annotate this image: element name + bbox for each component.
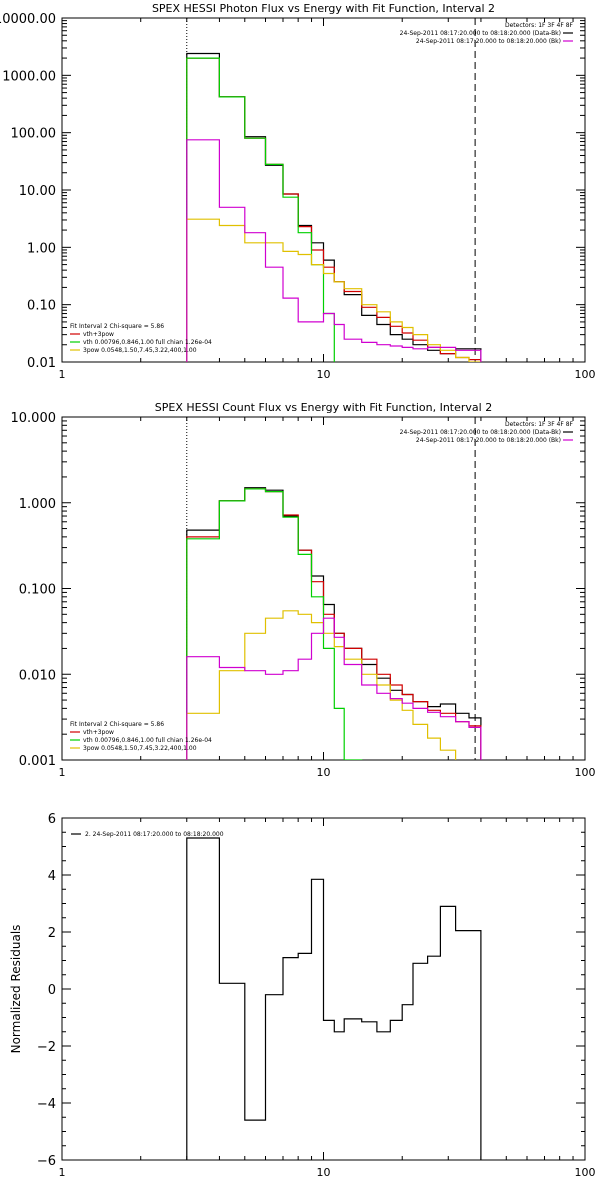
fit-legend-entry: 3pow 0.0548,1.50,7.45,3.22,400,1.00 — [83, 347, 197, 354]
series-line — [186, 218, 481, 362]
fit-legend-header: Fit Interval 2 Chi-square = 5.86 — [70, 721, 164, 728]
x-tick-label: 10 — [317, 368, 331, 381]
x-tick-label: 1 — [59, 368, 66, 381]
series-line — [186, 139, 482, 362]
y-tick-label: 0.100 — [19, 583, 56, 598]
series-group — [186, 487, 482, 760]
fit-legend-entry: vth+3pow — [83, 729, 114, 736]
y-tick-label: 1000.00 — [2, 69, 56, 84]
x-tick-label: 100 — [575, 1166, 596, 1179]
y-tick-label: 100.00 — [11, 127, 57, 142]
y-tick-label: 2 — [48, 926, 56, 941]
legend-entry: 24-Sep-2011 08:17:20.000 to 08:18:20.000… — [416, 437, 561, 444]
y-tick-label: 0.001 — [19, 754, 56, 769]
y-tick-label: 0.01 — [27, 356, 56, 371]
x-tick-label: 100 — [575, 766, 596, 779]
chart-panel-1: SPEX HESSI Photon Flux vs Energy with Fi… — [0, 2, 596, 381]
series-group — [186, 837, 482, 1160]
y-tick-label: 10.000 — [11, 411, 57, 426]
fit-legend-entry: vth 0.00796,0.846,1.00 full chian 1.26e-… — [83, 339, 212, 346]
y-tick-label: −6 — [37, 1154, 56, 1169]
y-tick-label: 1.000 — [19, 497, 56, 512]
series-line — [186, 837, 482, 1160]
x-tick-label: 10 — [317, 1166, 331, 1179]
y-tick-label: −2 — [37, 1040, 56, 1055]
y-axis-label: Normalized Residuals — [9, 925, 23, 1054]
x-tick-label: 1 — [59, 1166, 66, 1179]
series-group — [186, 52, 482, 362]
legend-entry: 2. 24-Sep-2011 08:17:20.000 to 08:18:20.… — [85, 831, 224, 838]
y-tick-label: 10.00 — [19, 184, 56, 199]
fit-legend-entry: vth 0.00796,0.846,1.00 full chian 1.26e-… — [83, 737, 212, 744]
x-tick-label: 1 — [59, 766, 66, 779]
chart-title: SPEX HESSI Photon Flux vs Energy with Fi… — [152, 2, 495, 15]
series-line — [186, 617, 482, 760]
series-line — [186, 610, 482, 760]
legend-entry: 24-Sep-2011 08:17:20.000 to 08:18:20.000… — [400, 30, 561, 37]
y-tick-label: 0 — [48, 983, 56, 998]
chart-title: SPEX HESSI Count Flux vs Energy with Fit… — [155, 401, 492, 414]
legend-header: Detectors: 1F 3F 4F 8F — [505, 22, 574, 29]
fit-legend-entry: 3pow 0.0548,1.50,7.45,3.22,400,1.00 — [83, 745, 197, 752]
series-line — [186, 57, 482, 362]
chart-panel-3: Normalized Residuals 1 10 100 −6 −4 −2 0 2 4 6 2. 2… — [9, 812, 596, 1179]
series-line — [186, 488, 482, 760]
chart-panel-2: SPEX HESSI Count Flux vs Energy with Fit… — [11, 401, 596, 779]
y-tick-label: 0.010 — [19, 668, 56, 683]
y-tick-label: 0.10 — [27, 299, 56, 314]
legend-entry: 24-Sep-2011 08:17:20.000 to 08:18:20.000… — [416, 38, 561, 45]
x-tick-label: 10 — [317, 766, 331, 779]
fit-legend-header: Fit Interval 2 Chi-square = 5.86 — [70, 323, 164, 330]
y-tick-label: 10000.00 — [0, 12, 56, 27]
y-tick-label: 4 — [48, 869, 56, 884]
fit-legend-entry: vth+3pow — [83, 331, 114, 338]
legend-entry: 24-Sep-2011 08:17:20.000 to 08:18:20.000… — [400, 429, 561, 436]
x-tick-label: 100 — [575, 368, 596, 381]
y-tick-label: −4 — [37, 1097, 56, 1112]
y-tick-label: 6 — [48, 812, 56, 827]
legend-header: Detectors: 1F 3F 4F 8F — [505, 421, 574, 428]
y-tick-label: 1.00 — [27, 241, 56, 256]
